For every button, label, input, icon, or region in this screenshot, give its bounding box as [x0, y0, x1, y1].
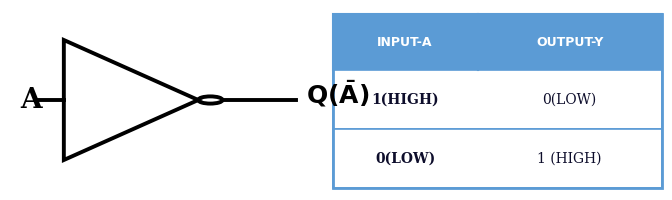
Text: 1(HIGH): 1(HIGH)	[371, 92, 439, 107]
Text: $\mathbf{Q(\bar{A})}$: $\mathbf{Q(\bar{A})}$	[306, 79, 369, 109]
Text: INPUT-A: INPUT-A	[378, 36, 433, 48]
Bar	[333, 129, 662, 188]
Text: A: A	[20, 86, 42, 114]
Text: 0(LOW): 0(LOW)	[375, 152, 435, 166]
Bar	[333, 14, 662, 188]
Text: 1 (HIGH): 1 (HIGH)	[538, 152, 602, 166]
Bar	[333, 14, 662, 70]
Bar	[333, 70, 662, 129]
Text: OUTPUT-Y: OUTPUT-Y	[536, 36, 603, 48]
Text: 0(LOW): 0(LOW)	[542, 92, 597, 107]
